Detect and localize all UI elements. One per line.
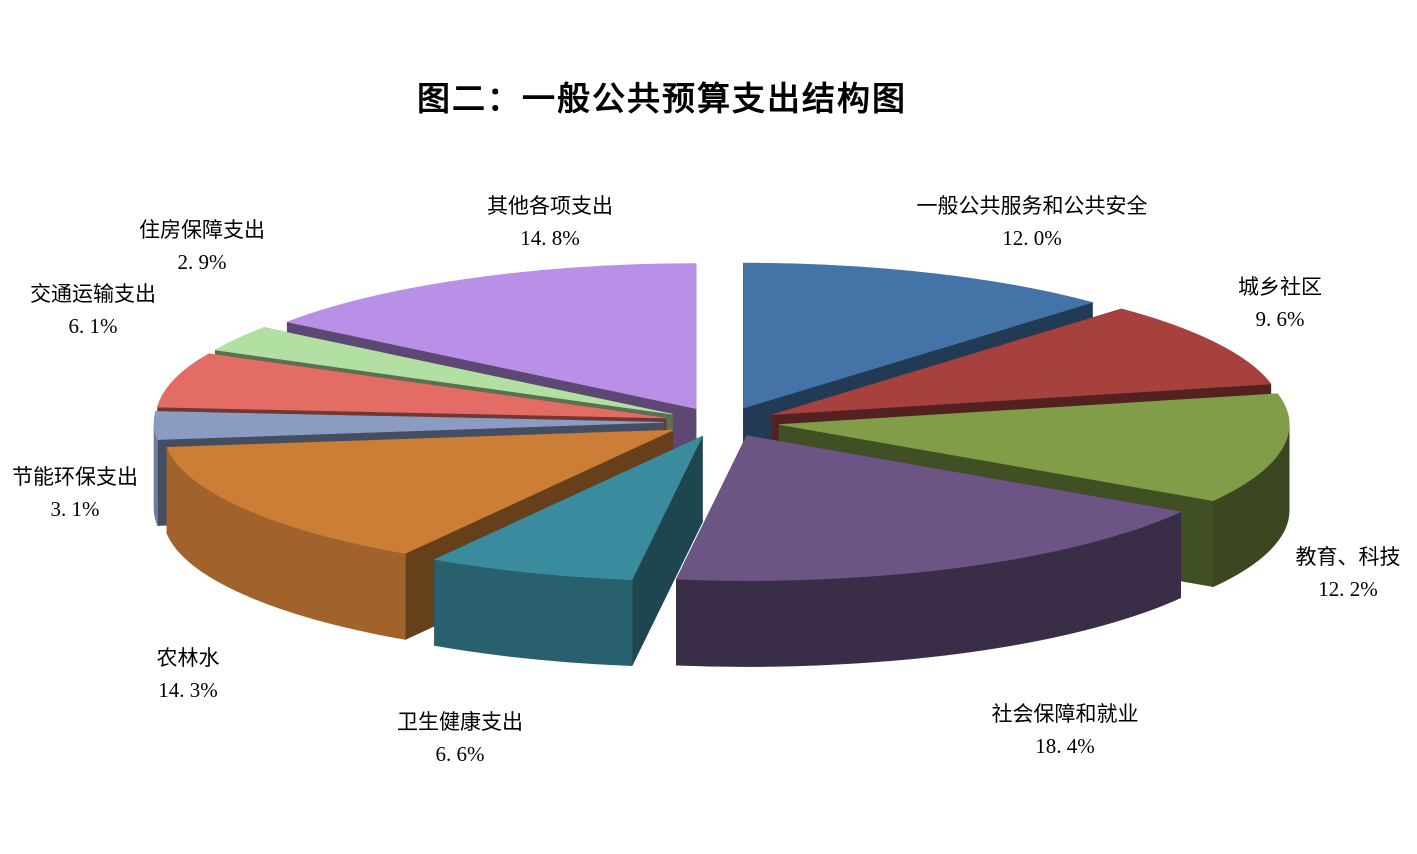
pie-slice-3 xyxy=(675,435,1182,667)
slice-top[interactable] xyxy=(214,327,673,415)
slice-top[interactable] xyxy=(772,308,1272,415)
slice-top[interactable] xyxy=(153,411,665,440)
slice-top[interactable] xyxy=(433,435,704,581)
slice-top[interactable] xyxy=(675,435,1182,581)
slice-top[interactable] xyxy=(166,429,674,554)
pie-slice-4 xyxy=(433,435,704,667)
slice-top[interactable] xyxy=(157,353,667,419)
chart-title: 图二：一般公共预算支出结构图 xyxy=(417,82,907,118)
slice-top[interactable] xyxy=(779,393,1290,502)
slice-top[interactable] xyxy=(743,262,1094,409)
slice-top[interactable] xyxy=(286,263,697,409)
